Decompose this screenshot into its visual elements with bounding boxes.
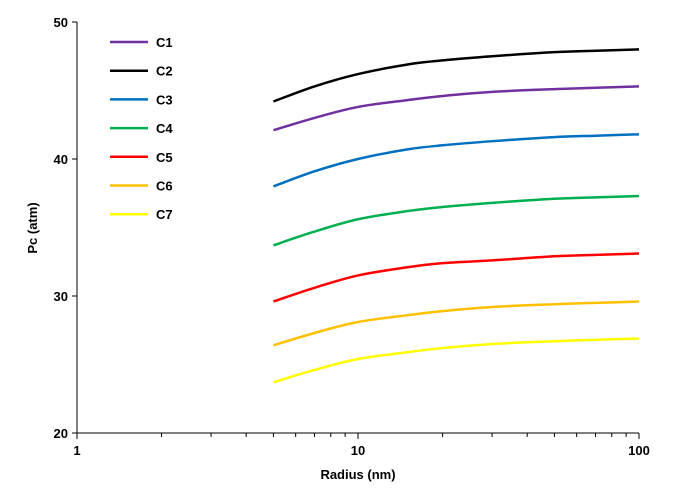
y-axis-label: Pc (atm)	[25, 202, 40, 253]
legend-label: C4	[156, 121, 173, 136]
series-line-c6	[273, 300, 640, 347]
x-tick-label: 10	[351, 443, 365, 458]
series-line-c4	[273, 194, 640, 247]
series-line-c1	[273, 85, 640, 132]
y-tick-label: 40	[54, 152, 68, 167]
y-tick-label: 50	[54, 15, 68, 30]
y-tick-label: 20	[54, 426, 68, 441]
legend-label: C7	[156, 207, 173, 222]
legend-label: C1	[156, 35, 173, 50]
legend-label: C6	[156, 179, 173, 194]
series-lines	[272, 48, 640, 384]
x-axis-label: Radius (nm)	[320, 467, 395, 482]
series-line-c2	[272, 48, 640, 103]
series-line-c5	[273, 252, 640, 303]
legend: C1 C2 C3 C4 C5 C6 C7	[110, 35, 173, 222]
legend-label: C5	[156, 150, 173, 165]
axes: 20 30 40 50 1 10 100	[54, 15, 650, 458]
x-tick-label: 100	[628, 443, 650, 458]
series-line-c3	[272, 133, 640, 188]
x-tick-label: 1	[73, 443, 80, 458]
legend-label: C3	[156, 92, 173, 107]
legend-label: C2	[156, 64, 173, 79]
series-line-c7	[273, 337, 640, 384]
y-tick-label: 30	[54, 289, 68, 304]
